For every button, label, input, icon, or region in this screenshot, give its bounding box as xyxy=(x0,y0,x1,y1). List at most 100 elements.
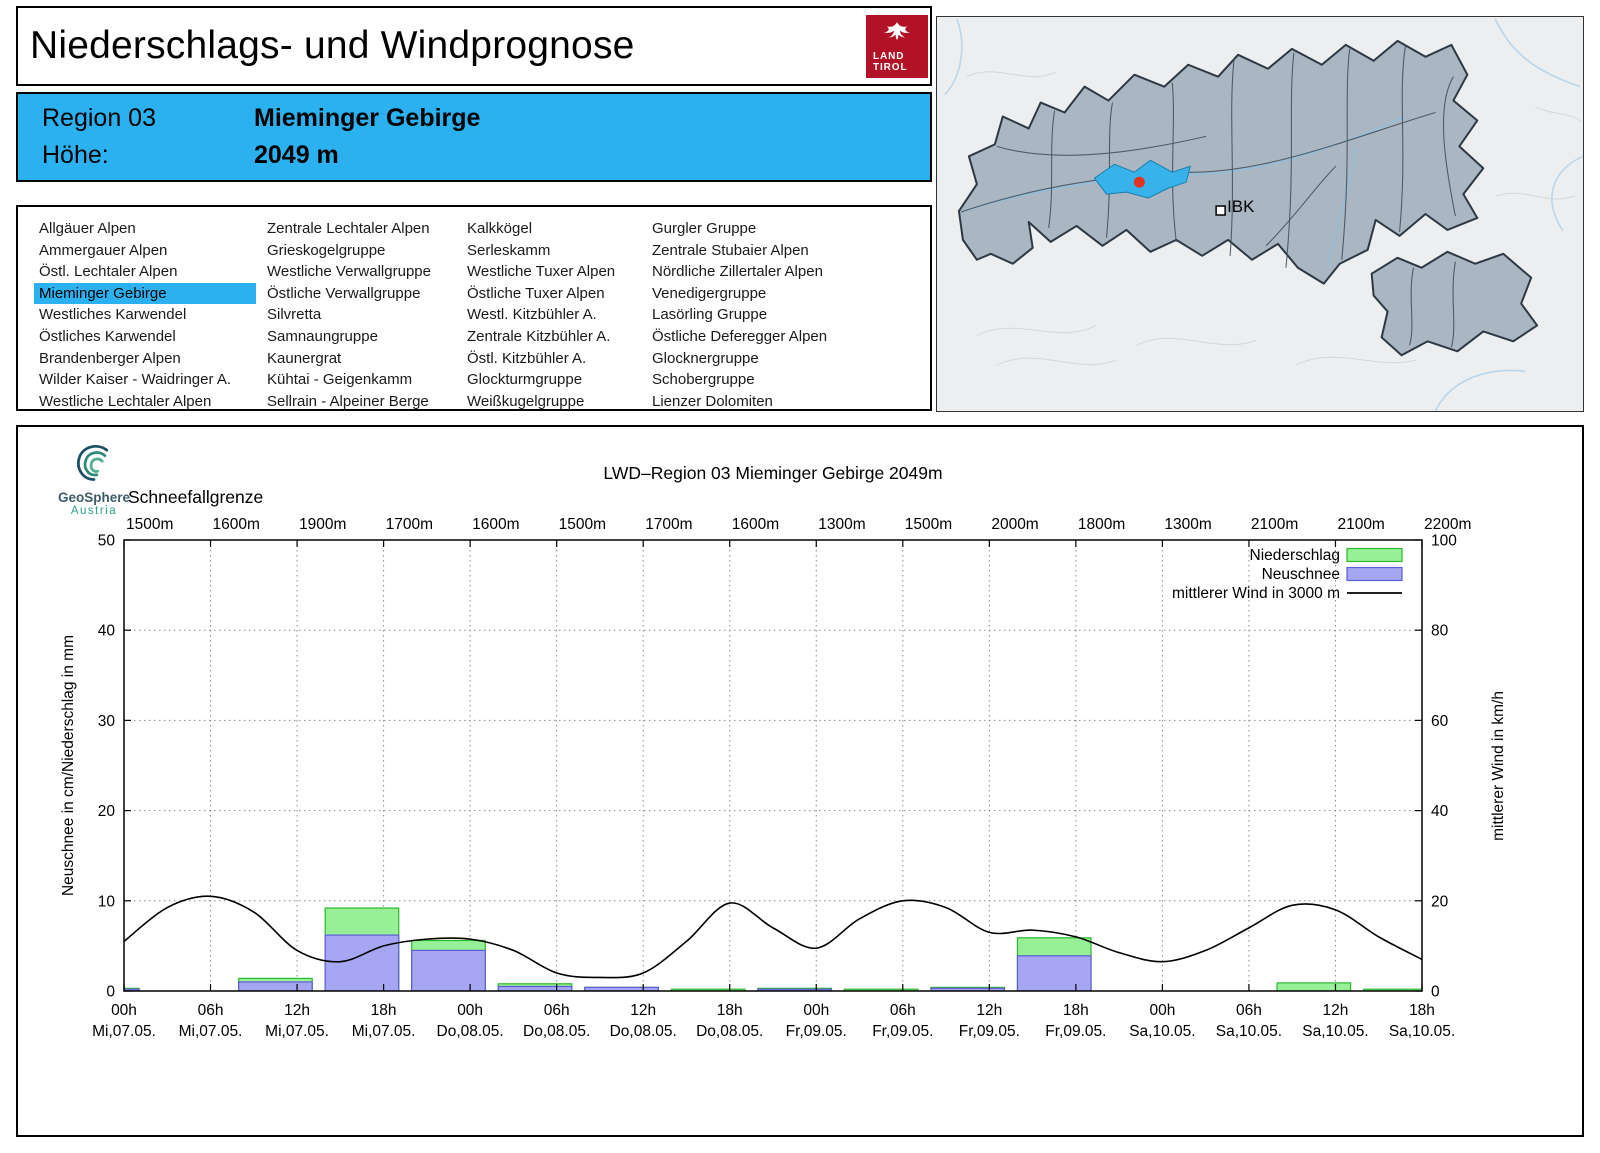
x-hour-label: 06h xyxy=(544,1002,570,1019)
axis-ticks xyxy=(123,539,1423,992)
snow-bar xyxy=(411,949,486,991)
region-list-item[interactable]: Brandenberger Alpen xyxy=(39,349,181,367)
x-day-label: Do,08.05. xyxy=(437,1023,504,1040)
region-list-item[interactable]: Kaunergrat xyxy=(267,349,342,367)
x-hour-label: 06h xyxy=(198,1002,224,1019)
chart-title: LWD–Region 03 Mieminger Gebirge 2049m xyxy=(603,463,943,483)
region-list-item[interactable]: Östliche Deferegger Alpen xyxy=(652,327,828,345)
x-day-label: Do,08.05. xyxy=(610,1023,677,1040)
region-list-item[interactable]: Wilder Kaiser - Waidringer A. xyxy=(39,371,231,389)
region-list-item[interactable]: Silvretta xyxy=(267,306,322,324)
region-column-2: Zentrale Lechtaler Alpen Grieskogelgruppe… xyxy=(262,218,462,412)
region-list-item[interactable]: Venedigergruppe xyxy=(652,284,767,302)
east-tyrol-shape xyxy=(1370,250,1539,357)
x-hour-label: 06h xyxy=(1236,1002,1262,1019)
snow-bar xyxy=(238,981,313,991)
region-list-item[interactable]: Östl. Kitzbühler A. xyxy=(467,349,587,367)
y-left-tick-label: 30 xyxy=(98,713,116,730)
region-list-item[interactable]: Östl. Lechtaler Alpen xyxy=(39,263,178,281)
x-hour-label: 12h xyxy=(1323,1002,1349,1019)
x-hour-label: 00h xyxy=(457,1002,483,1019)
region-column-3: Kalkkögel Serleskamm Westliche Tuxer Alpen… xyxy=(462,218,647,412)
region-name: Mieminger Gebirge xyxy=(254,104,481,133)
region-list-item[interactable]: Allgäuer Alpen xyxy=(39,220,136,237)
geosphere-icon xyxy=(77,444,109,481)
snowline-value: 2000m xyxy=(991,516,1038,533)
snowline-value: 1300m xyxy=(818,516,865,533)
region-list-item[interactable]: Zentrale Stubaier Alpen xyxy=(652,241,809,259)
region-list-item[interactable]: Lasörling Gruppe xyxy=(652,306,768,324)
tirol-eagle-icon xyxy=(884,22,910,40)
x-day-label: Do,08.05. xyxy=(696,1023,763,1040)
region-list-item[interactable]: Schobergruppe xyxy=(652,371,755,389)
y-left-tick-label: 0 xyxy=(106,984,115,1001)
land-tirol-logo: LAND TIROL xyxy=(866,15,928,78)
snowline-label: Schneefallgrenze xyxy=(128,487,264,507)
y-right-tick-label: 60 xyxy=(1431,713,1449,730)
y-right-tick-label: 20 xyxy=(1431,893,1449,910)
region-list-item[interactable]: Lienzer Dolomiten xyxy=(652,392,773,410)
x-day-label: Fr,09.05. xyxy=(1045,1023,1106,1040)
x-day-label: Sa,10.05. xyxy=(1302,1023,1368,1040)
region-list-item[interactable]: Östliches Karwendel xyxy=(39,327,176,345)
logo-text-tirol: TIROL xyxy=(873,62,908,73)
x-day-label: Sa,10.05. xyxy=(1216,1023,1282,1040)
region-list-item[interactable]: Westliche Tuxer Alpen xyxy=(467,263,616,281)
x-hour-label: 06h xyxy=(890,1002,916,1019)
selected-region-dot xyxy=(1133,176,1145,188)
region-list-item[interactable]: Mieminger Gebirge xyxy=(34,282,256,305)
snow-bar xyxy=(930,987,1006,991)
y-right-tick-label: 100 xyxy=(1431,533,1457,550)
x-hour-label: 18h xyxy=(717,1002,743,1019)
title-bar: Niederschlags- und Windprognose LAND TIR… xyxy=(16,6,932,86)
x-day-label: Sa,10.05. xyxy=(1389,1023,1455,1040)
snowline-value: 1700m xyxy=(386,516,433,533)
region-list-item[interactable]: Kühtai - Geigenkamm xyxy=(267,371,413,389)
snowline-value: 1700m xyxy=(645,516,692,533)
region-list-item[interactable]: Westliche Lechtaler Alpen xyxy=(39,392,212,410)
legend-swatch xyxy=(1346,566,1403,582)
snowline-value: 2200m xyxy=(1424,516,1471,533)
region-list-item[interactable]: Gurgler Gruppe xyxy=(652,220,757,237)
altitude-row: Höhe: 2049 m xyxy=(18,141,930,170)
x-day-label: Mi,07.05. xyxy=(352,1023,416,1040)
x-day-label: Mi,07.05. xyxy=(92,1023,156,1040)
geosphere-logo: GeoSphere Austria xyxy=(48,441,140,517)
region-list-item[interactable]: Westl. Kitzbühler A. xyxy=(467,306,597,324)
x-hour-label: 18h xyxy=(1063,1002,1089,1019)
region-list-item[interactable]: Kalkkögel xyxy=(467,220,533,237)
east-tyrol-district-borders xyxy=(1409,261,1456,348)
forecast-chart: 0 10 20 30 40 50 0 20 40 60 80 100 00h Mi,07.05. 06h Mi… xyxy=(16,425,1584,1137)
region-list-item[interactable]: Östliche Tuxer Alpen xyxy=(467,284,605,302)
region-list-item[interactable]: Serleskamm xyxy=(467,241,551,259)
x-day-label: Sa,10.05. xyxy=(1129,1023,1195,1040)
region-list-item[interactable]: Nördliche Zillertaler Alpen xyxy=(652,263,823,281)
map-rivers-outside xyxy=(944,18,1583,411)
region-list-item[interactable]: Sellrain - Alpeiner Berge xyxy=(267,392,429,410)
grid xyxy=(124,540,1422,991)
geosphere-name: GeoSphere xyxy=(57,490,131,505)
snowline-value: 1300m xyxy=(1164,516,1211,533)
region-list-item[interactable]: Westliche Verwallgruppe xyxy=(267,263,431,281)
region-list-item[interactable]: Glocknergruppe xyxy=(652,349,759,367)
region-list-item[interactable]: Grieskogelgruppe xyxy=(267,241,386,259)
region-list-item[interactable]: Weißkugelgruppe xyxy=(467,392,585,410)
region-list-item[interactable]: Samnaungruppe xyxy=(267,327,378,345)
region-list-item[interactable]: Zentrale Lechtaler Alpen xyxy=(267,220,430,237)
y-left-tick-label: 50 xyxy=(98,533,116,550)
x-day-label: Fr,09.05. xyxy=(959,1023,1020,1040)
y-right-tick-label: 0 xyxy=(1431,984,1440,1001)
altitude-label: Höhe: xyxy=(42,140,109,169)
region-list-item[interactable]: Zentrale Kitzbühler A. xyxy=(467,327,611,345)
legend-swatch xyxy=(1346,547,1403,563)
x-day-label: Fr,09.05. xyxy=(872,1023,933,1040)
tirol-overview-map[interactable]: IBK xyxy=(936,16,1584,412)
region-list-item[interactable]: Glockturmgruppe xyxy=(467,371,583,389)
region-list-item[interactable]: Westliches Karwendel xyxy=(39,306,187,324)
region-list-item[interactable]: Ammergauer Alpen xyxy=(39,241,168,259)
precip-bar xyxy=(1276,982,1352,991)
y-axis-label-right: mittlerer Wind in km/h xyxy=(1490,690,1507,841)
north-tyrol-shape xyxy=(957,39,1485,285)
region-list-item[interactable]: Östliche Verwallgruppe xyxy=(267,284,421,302)
logo-text: LAND TIROL xyxy=(873,51,908,73)
